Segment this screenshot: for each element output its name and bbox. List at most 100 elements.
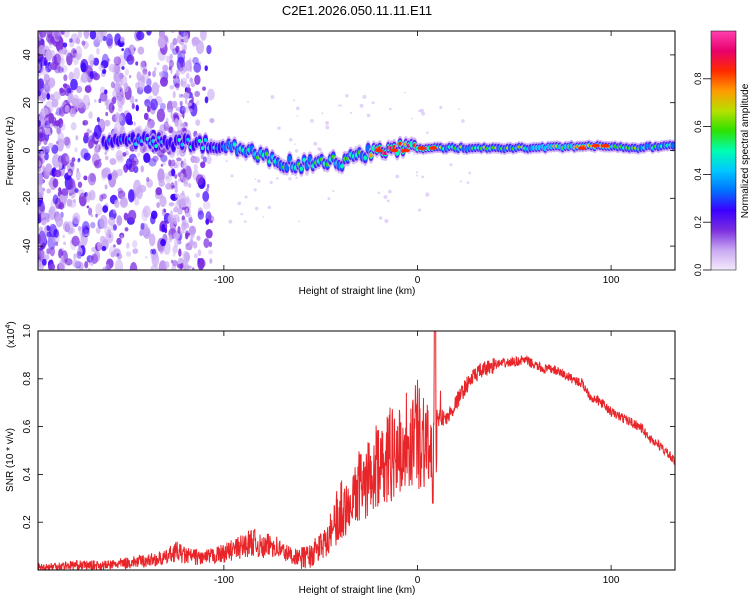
spectrogram-noise-blob [185, 207, 188, 213]
spectrogram-noise-blob [90, 221, 96, 229]
spectrogram-ridge-peak [398, 141, 402, 146]
spectrogram-noise-blob [208, 241, 213, 248]
spectrogram-noise-blob [148, 71, 151, 77]
spectrogram-noise-blob [325, 125, 330, 130]
spectrogram-noise-blob [170, 159, 176, 167]
spectrogram-noise-blob [332, 190, 335, 193]
spectrogram-noise-blob [183, 158, 187, 165]
x-tick-label: 0 [415, 275, 421, 286]
spectrogram-noise-blob [70, 78, 78, 91]
spectrogram-noise-blob [145, 255, 148, 259]
spectrogram-hot-spot [428, 146, 437, 150]
spectrogram-noise-blob [90, 214, 94, 218]
spectrogram-noise-blob [91, 246, 97, 253]
spectrogram-noise-blob [120, 234, 124, 240]
spectrogram-noise-blob [182, 168, 186, 175]
spectrogram-noise-blob [48, 77, 56, 88]
spectrogram-noise-blob [415, 171, 419, 174]
spectrogram-noise-blob [136, 31, 145, 41]
spectrogram-noise-blob [44, 120, 51, 129]
spectrogram-noise-blob [117, 187, 123, 194]
y-tick-label: 0 [22, 147, 33, 153]
colorbar-gradient [710, 30, 737, 271]
spectrogram-noise-blob [63, 31, 70, 38]
spectrogram-noise-blob [150, 214, 156, 225]
spectrogram-noise-blob [206, 155, 212, 165]
spectrogram-noise-blob [178, 93, 183, 98]
spectrogram-noise-blob [68, 178, 76, 189]
spectrogram-noise-blob [141, 207, 149, 222]
spectrogram-noise-blob [146, 77, 152, 87]
spectrogram-noise-blob [174, 118, 179, 127]
spectrogram-noise-blob [62, 83, 68, 89]
spectrogram-ridge-core [670, 142, 675, 149]
spectrogram-noise-blob [174, 238, 179, 248]
spectrogram-noise-blob [133, 157, 137, 161]
spectrogram-noise-blob [184, 98, 188, 105]
y-tick-label: 0.6 [22, 419, 33, 433]
spectrogram-noise-blob [70, 33, 79, 44]
spectrogram-noise-blob [101, 168, 109, 178]
spectrogram-noise-blob [183, 220, 188, 226]
spectrogram-noise-blob [38, 168, 41, 173]
spectrogram-noise-blob [81, 40, 86, 46]
spectrogram-noise-blob [413, 153, 416, 156]
spectrogram-y-ticks: -40 -20 0 20 40 [22, 49, 675, 253]
spectrogram-noise-blob [156, 202, 160, 209]
spectrogram-noise-blob [193, 62, 202, 73]
spectrogram-noise-blob [96, 144, 100, 150]
svg-text:(x104): (x104) [5, 321, 17, 348]
spectrogram-noise-blob [205, 229, 213, 239]
spectrogram-noise-blob [82, 94, 91, 111]
spectrogram-noise-blob [205, 211, 212, 223]
spectrogram-noise-blob [143, 226, 151, 240]
spectrogram-noise-blob [195, 40, 205, 55]
spectrogram-noise-blob [47, 263, 56, 270]
y-tick-label: -40 [22, 238, 33, 253]
spectrogram-noise-blob [145, 87, 150, 93]
spectrogram-noise-blob [425, 192, 430, 197]
spectrogram-noise-blob [107, 217, 116, 227]
spectrogram-noise-blob [88, 83, 92, 86]
spectrogram-noise-blob [129, 95, 135, 104]
spectrogram-noise-blob [237, 201, 242, 206]
spectrogram-noise-blob [124, 227, 129, 232]
spectrogram-noise-blob [153, 66, 157, 72]
spectrogram-noise-blob [82, 119, 89, 126]
spectrogram-noise-blob [59, 202, 65, 210]
spectrogram-noise-blob [38, 185, 44, 200]
spectrogram-noise-blob [421, 175, 424, 179]
spectrogram-noise-blob [207, 215, 215, 223]
spectrogram-noise-blob [296, 114, 299, 117]
spectrogram-noise-blob [93, 159, 102, 169]
y-tick-label: 40 [22, 49, 33, 61]
spectrogram-noise-blob [135, 98, 138, 103]
spectrogram-noise-blob [46, 188, 52, 194]
spectrogram-noise-blob [377, 191, 381, 195]
spectrogram-noise-blob [83, 132, 89, 139]
spectrogram-noise-blob [209, 220, 213, 224]
spectrogram-noise-blob [77, 157, 81, 161]
spectrogram-noise-blob [163, 208, 166, 213]
spectrogram-noise-blob [170, 168, 176, 177]
spectrogram-noise-blob [180, 78, 183, 87]
spectrogram-noise-blob [66, 87, 72, 94]
spectrogram-noise-blob [209, 258, 213, 264]
spectrogram-noise-blob [294, 143, 296, 146]
spectrogram-noise-blob [185, 92, 190, 97]
spectrogram-noise-blob [128, 44, 136, 56]
spectrogram-noise-blob [421, 111, 426, 116]
spectrogram-noise-blob [349, 111, 353, 114]
spectrogram-noise-blob [181, 162, 188, 170]
spectrogram-noise-blob [90, 253, 98, 264]
spectrogram-noise-blob [112, 248, 121, 257]
spectrogram-noise-blob [143, 112, 149, 121]
spectrogram-noise-blob [58, 259, 66, 270]
spectrogram-noise-blob [77, 260, 82, 267]
spectrogram-noise-blob [173, 78, 179, 82]
spectrogram-noise-blob [73, 253, 77, 260]
spectrogram-noise-blob [191, 267, 195, 270]
spectrogram-noise-blob [120, 126, 125, 131]
spectrogram-noise-blob [191, 96, 194, 102]
spectrogram-noise-blob [89, 129, 93, 134]
